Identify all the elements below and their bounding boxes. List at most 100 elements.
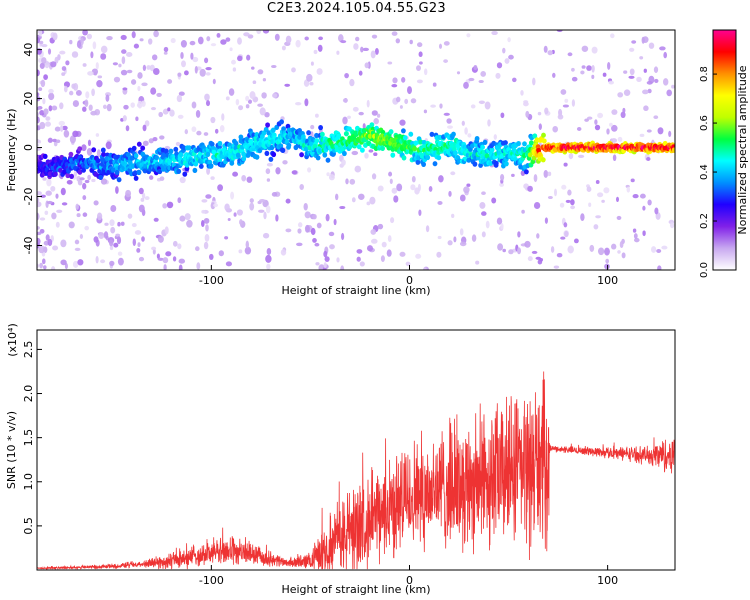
spectrogram-speckle xyxy=(517,231,521,238)
spectrogram-speckle xyxy=(553,188,558,197)
spectrogram-speckle xyxy=(347,115,351,119)
spectrogram-speckle xyxy=(37,111,40,117)
spectrogram-speckle xyxy=(231,59,236,65)
spectrogram-ridge-point xyxy=(415,159,421,165)
spectrogram-speckle xyxy=(45,190,52,196)
spectrogram-speckle xyxy=(56,209,63,214)
spectrogram-speckle xyxy=(87,71,94,76)
spectrogram-speckle xyxy=(176,94,183,103)
spectrogram-speckle xyxy=(461,120,465,126)
spectrogram-speckle xyxy=(416,79,423,84)
spectrogram-speckle xyxy=(391,84,398,88)
spectrogram-speckle xyxy=(560,89,567,95)
spectrogram-speckle xyxy=(620,111,626,119)
spectrogram-speckle xyxy=(342,98,348,103)
spectrogram-speckle xyxy=(607,61,611,70)
spectrogram-speckle xyxy=(178,264,183,270)
spectrogram-speckle xyxy=(243,32,250,37)
spectrogram-speckle xyxy=(310,124,315,130)
spectrogram-y-tick-label: 20 xyxy=(22,92,35,106)
spectrogram-ridge-point xyxy=(65,172,71,179)
spectrogram-ridge-point xyxy=(504,161,509,167)
spectrogram-speckle xyxy=(75,89,82,96)
spectrogram-speckle xyxy=(40,79,46,88)
spectrogram-speckle xyxy=(325,213,330,222)
spectrogram-speckle xyxy=(249,202,255,211)
snr-y-tick-label: 0.5 xyxy=(22,517,35,535)
spectrogram-speckle xyxy=(82,212,88,217)
spectrogram-speckle xyxy=(85,91,90,99)
spectrogram-speckle xyxy=(341,159,346,166)
spectrogram-speckle xyxy=(238,249,243,254)
spectrogram-ridge-point xyxy=(336,133,342,139)
spectrogram-speckle xyxy=(531,250,538,254)
spectrogram-speckle xyxy=(388,171,393,177)
spectrogram-ridge-point xyxy=(401,155,407,161)
spectrogram-ridge-point xyxy=(205,151,211,157)
spectrogram-speckle xyxy=(450,171,456,176)
spectrogram-speckle xyxy=(42,97,46,105)
spectrogram-speckle xyxy=(37,138,40,144)
spectrogram-speckle xyxy=(205,194,212,199)
spectrogram-speckle xyxy=(463,81,469,89)
spectrogram-speckle xyxy=(172,256,177,262)
spectrogram-ridge-point xyxy=(98,174,104,180)
spectrogram-speckle xyxy=(544,217,548,224)
spectrogram-speckle xyxy=(550,246,555,253)
spectrogram-speckle xyxy=(634,237,640,243)
spectrogram-y-tick-label: -20 xyxy=(22,188,35,206)
spectrogram-speckle xyxy=(304,98,309,107)
spectrogram-speckle xyxy=(61,72,66,76)
spectrogram-speckle xyxy=(591,46,598,54)
spectrogram-speckle xyxy=(246,176,253,183)
spectrogram-speckle xyxy=(120,221,125,226)
spectrogram-speckle xyxy=(451,213,455,219)
spectrogram-speckle xyxy=(156,253,160,259)
spectrogram-speckle xyxy=(597,247,605,256)
spectrogram-speckle xyxy=(568,153,574,160)
spectrogram-speckle xyxy=(205,224,209,232)
spectrogram-speckle xyxy=(432,82,437,87)
spectrogram-speckle xyxy=(150,107,157,111)
spectrogram-ridge-point xyxy=(402,135,408,141)
spectrogram-ridge-point xyxy=(536,147,541,153)
spectrogram-ridge-point xyxy=(163,148,169,154)
spectrogram-speckle xyxy=(144,120,150,127)
spectrogram-speckle xyxy=(437,235,442,240)
spectrogram-speckle xyxy=(46,178,52,187)
spectrogram-speckle xyxy=(151,54,158,61)
spectrogram-speckle xyxy=(491,30,498,36)
spectrogram-speckle xyxy=(597,112,604,119)
spectrogram-speckle xyxy=(603,187,610,194)
spectrogram-speckle xyxy=(564,98,569,103)
spectrogram-speckle xyxy=(604,247,610,256)
spectrogram-speckle xyxy=(261,92,267,99)
spectrogram-ridge-point xyxy=(484,153,490,159)
spectrogram-speckle xyxy=(224,203,230,212)
spectrogram-speckle xyxy=(553,265,560,269)
spectrogram-speckle xyxy=(37,37,41,44)
spectrogram-ridge-point xyxy=(436,155,442,161)
spectrogram-speckle xyxy=(137,85,141,92)
spectrogram-speckle xyxy=(84,179,90,184)
spectrogram-speckle xyxy=(533,174,538,183)
spectrogram-speckle xyxy=(169,109,175,117)
spectrogram-speckle xyxy=(436,251,442,258)
spectrogram-speckle xyxy=(646,129,652,133)
spectrogram-speckle xyxy=(76,40,82,49)
spectrogram-speckle xyxy=(148,138,154,144)
spectrogram-speckle xyxy=(167,107,171,112)
spectrogram-ridge-point xyxy=(493,160,499,166)
spectrogram-speckle xyxy=(459,241,467,247)
spectrogram-speckle xyxy=(312,237,317,243)
spectrogram-speckle xyxy=(502,248,507,253)
spectrogram-speckle xyxy=(79,233,84,240)
spectrogram-speckle xyxy=(405,261,411,266)
spectrogram-speckle xyxy=(247,99,253,104)
spectrogram-speckle xyxy=(468,77,475,82)
spectrogram-speckle xyxy=(55,139,61,144)
spectrogram-speckle xyxy=(205,72,211,76)
spectrogram-speckle xyxy=(419,61,423,65)
spectrogram-speckle xyxy=(59,50,66,55)
spectrogram-speckle xyxy=(605,258,610,264)
